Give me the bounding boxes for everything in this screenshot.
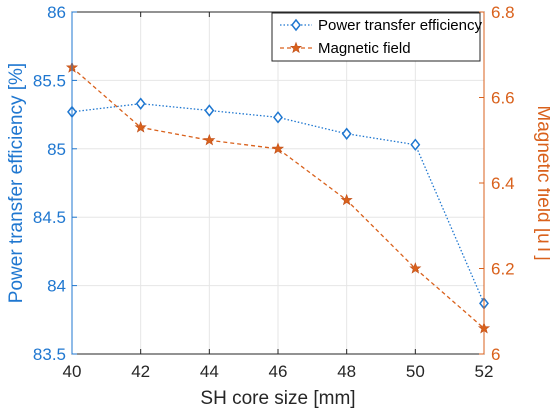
y-right-tick-label: 6	[491, 345, 500, 364]
data-point	[410, 138, 421, 151]
data-point	[135, 97, 146, 110]
y-right-tick-label: 6.2	[491, 260, 515, 279]
series-efficiency	[67, 97, 489, 310]
data-point	[134, 121, 147, 133]
y-right-axis-title: Magnetic field [uT]	[533, 105, 550, 260]
data-point	[273, 111, 283, 124]
legend-box	[271, 12, 481, 62]
legend-efficiency-label: Power transfer efficiency	[318, 17, 482, 34]
data-point	[204, 104, 215, 117]
data-point	[203, 133, 216, 146]
legend-magnetic-marker	[289, 41, 303, 54]
y-left-axis-title: Power transfer efficiency [%]	[6, 63, 27, 303]
data-point	[271, 142, 285, 154]
x-tick-label: 46	[269, 362, 288, 381]
y-left-axis: 83.5 84 84.5 85 85.5 86	[33, 3, 77, 364]
x-tick-label: 44	[200, 362, 219, 381]
x-tick-label: 48	[337, 362, 356, 381]
y-right-tick-label: 6.6	[491, 89, 515, 108]
x-tick-label: 52	[475, 362, 494, 381]
x-axis: 40 42 44 46 48 50 52	[63, 12, 494, 381]
data-point	[340, 193, 353, 206]
y-left-tick-label: 85.5	[33, 71, 66, 90]
y-left-tick-label: 85	[47, 140, 66, 159]
data-point	[409, 262, 422, 274]
y-left-tick-label: 83.5	[33, 345, 66, 364]
y-right-tick-label: 6.4	[491, 174, 515, 193]
legend-magnetic-label: Magnetic field	[318, 40, 411, 57]
x-tick-label: 40	[63, 362, 82, 381]
y-right-tick-label: 6.8	[491, 3, 515, 22]
y-left-tick-label: 86	[47, 3, 66, 22]
x-tick-label: 50	[406, 362, 425, 381]
legend-efficiency-marker	[291, 18, 301, 32]
y-right-axis: 6 6.2 6.4 6.6 6.8	[479, 3, 515, 364]
x-tick-label: 42	[131, 362, 150, 381]
x-axis-title: SH core size [mm]	[200, 388, 355, 409]
y-left-tick-label: 84.5	[33, 208, 66, 227]
data-point	[341, 127, 352, 140]
legend: Power transfer efficiency Magnetic field	[271, 12, 482, 62]
series-layer	[65, 61, 491, 334]
y-left-tick-label: 84	[47, 277, 66, 296]
